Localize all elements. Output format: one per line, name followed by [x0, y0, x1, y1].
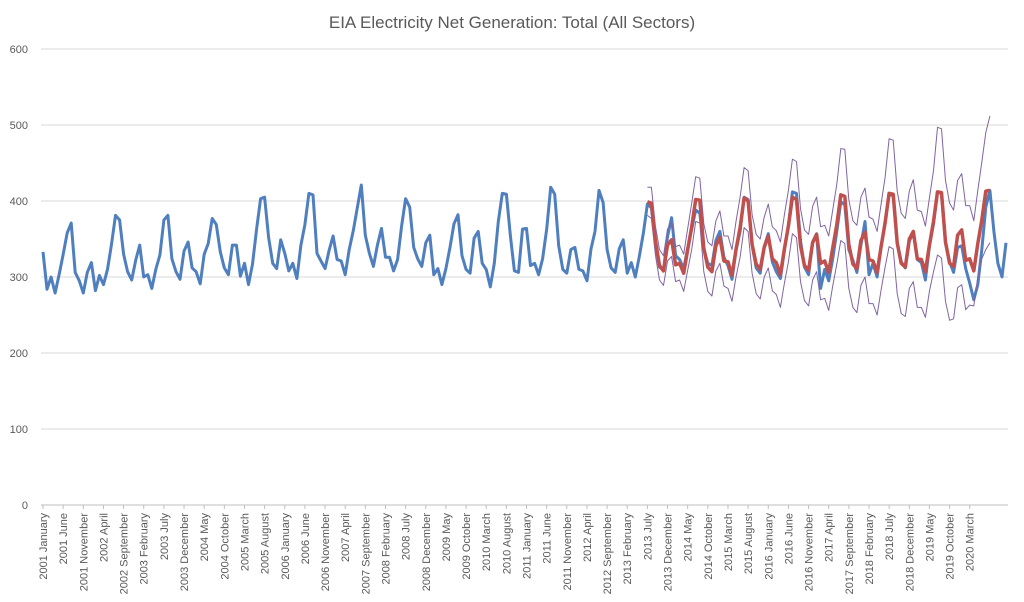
x-tick-label: 2013 December: [663, 513, 675, 592]
x-tick-label: 2009 October: [461, 513, 473, 580]
x-tick-label: 2006 June: [300, 513, 312, 564]
x-tick-label: 2014 October: [703, 513, 715, 580]
x-tick-label: 2017 September: [844, 513, 856, 595]
series-line-lower: [647, 215, 991, 321]
x-tick-label: 2007 September: [360, 513, 372, 595]
x-tick-label: 2012 September: [602, 513, 614, 595]
y-axis-ticks: 0 100 200 300 400 500 600: [10, 44, 28, 512]
x-tick-label: 2014 May: [683, 513, 695, 562]
gridlines: [41, 48, 1008, 506]
x-tick-label: 2013 February: [622, 513, 634, 585]
y-tick-label: 200: [10, 348, 28, 360]
x-tick-label: 2016 January: [763, 513, 775, 580]
x-tick-label: 2004 May: [199, 513, 211, 562]
x-tick-label: 2003 December: [179, 513, 191, 592]
series-lines: [41, 115, 1008, 321]
x-tick-label: 2008 February: [380, 513, 392, 585]
y-tick-label: 300: [10, 272, 28, 284]
x-tick-label: 2018 July: [884, 513, 896, 561]
x-tick-label: 2020 March: [965, 513, 977, 571]
y-tick-label: 600: [10, 44, 28, 56]
x-tick-label: 2008 December: [421, 513, 433, 592]
chart-title: EIA Electricity Net Generation: Total (A…: [329, 13, 695, 32]
x-tick-label: 2015 August: [743, 513, 755, 574]
x-tick-label: 2008 July: [401, 513, 413, 561]
x-tick-label: 2001 June: [58, 513, 70, 564]
x-tick-label: 2019 October: [945, 513, 957, 580]
series-line-upper: [647, 115, 991, 257]
x-tick-label: 2007 April: [340, 513, 352, 562]
x-tick-label: 2003 February: [139, 513, 151, 585]
x-tick-label: 2018 December: [904, 513, 916, 592]
x-tick-label: 2010 March: [481, 513, 493, 571]
x-tick-label: 2011 November: [562, 513, 574, 591]
series-line-forecast: [646, 188, 991, 278]
x-tick-label: 2013 July: [642, 513, 654, 561]
y-tick-label: 500: [10, 120, 28, 132]
x-tick-label: 2003 July: [159, 513, 171, 561]
x-tick-label: 2006 November: [320, 513, 332, 592]
x-tick-label: 2001 January: [38, 513, 50, 580]
x-tick-label: 2011 January: [522, 513, 534, 579]
x-tick-label: 2009 May: [441, 513, 453, 562]
x-tick-label: 2011 June: [542, 513, 554, 564]
x-tick-label: 2010 August: [501, 513, 513, 574]
x-tick-label: 2012 April: [582, 513, 594, 562]
y-tick-label: 400: [10, 196, 28, 208]
x-tick-label: 2004 October: [219, 513, 231, 580]
x-tick-label: 2005 August: [260, 513, 272, 574]
x-tick-label: 2006 January: [280, 513, 292, 580]
x-tick-label: 2019 May: [924, 513, 936, 562]
x-tick-label: 2001 November: [78, 513, 90, 592]
x-tick-label: 2016 June: [783, 513, 795, 564]
x-tick-label: 2016 November: [804, 513, 816, 592]
x-tick-label: 2002 April: [98, 513, 110, 562]
x-tick-label: 2002 September: [119, 513, 131, 595]
x-tick-label: 2017 April: [824, 513, 836, 562]
x-axis-ticks: 2001 January 2001 June 2001 November 2002 A…: [38, 505, 977, 594]
x-tick-label: 2015 March: [723, 513, 735, 571]
y-tick-label: 0: [22, 500, 28, 512]
x-tick-label: 2005 March: [239, 513, 251, 571]
x-tick-label: 2018 February: [864, 513, 876, 585]
y-tick-label: 100: [10, 424, 28, 436]
